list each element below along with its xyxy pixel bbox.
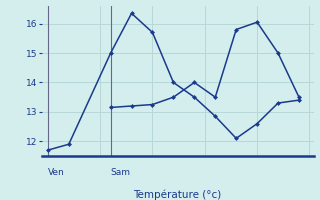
Text: Sam: Sam (111, 168, 131, 177)
Text: Ven: Ven (48, 168, 65, 177)
Text: Température (°c): Température (°c) (133, 189, 222, 200)
